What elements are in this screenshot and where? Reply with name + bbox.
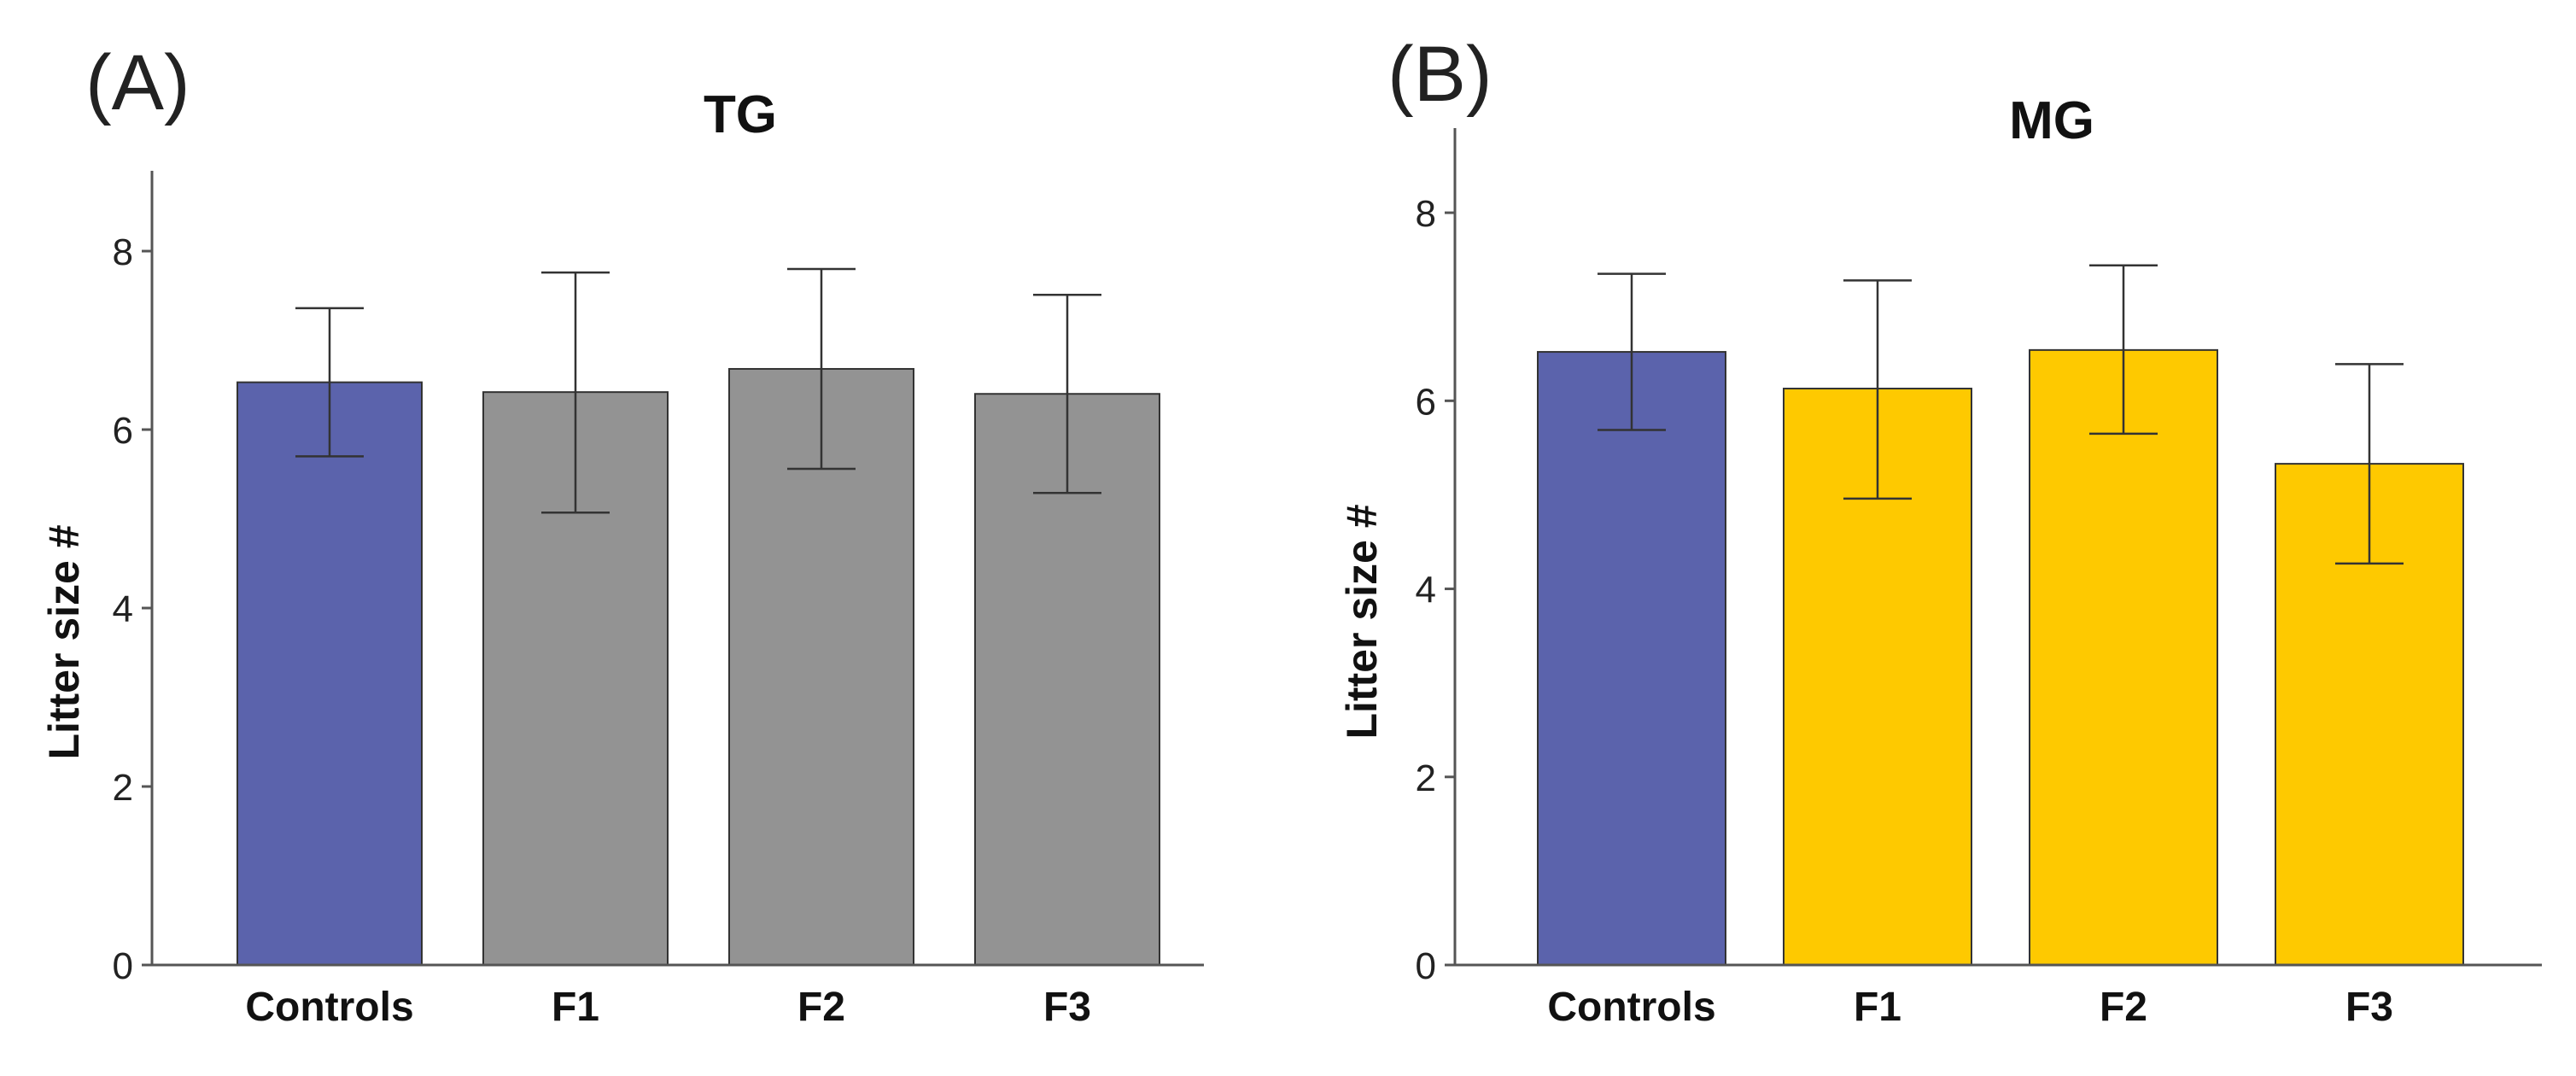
chart-title-a: TG — [704, 85, 777, 144]
bar-b-0 — [1537, 351, 1726, 966]
x-tick-label-a-1: F1 — [552, 985, 599, 1030]
x-tick-label-a-3: F3 — [1043, 985, 1091, 1030]
y-ticks-a: 0 2 4 6 8 — [113, 231, 152, 987]
y-tick-label-a-1: 2 — [113, 767, 133, 809]
x-tick-label-b-0: Controls — [1547, 985, 1715, 1030]
y-tick-label-b-2: 4 — [1416, 570, 1436, 611]
y-tick-label-a-4: 8 — [113, 231, 133, 273]
y-axis-label-b: Litter size # — [1338, 504, 1386, 739]
bar-b-2 — [2029, 348, 2218, 966]
x-tick-label-b-3: F3 — [2345, 985, 2393, 1030]
error-bars-a — [295, 267, 1101, 514]
y-tick-label-b-0: 0 — [1416, 945, 1436, 987]
y-tick-label-a-3: 6 — [113, 410, 133, 452]
bars-a — [237, 367, 1160, 966]
bar-a-0 — [237, 381, 423, 966]
y-tick-label-b-4: 8 — [1416, 193, 1436, 235]
x-tick-label-b-1: F1 — [1854, 985, 1901, 1030]
chart-panel-b: (B) MG Litter size # 0 2 4 6 8 Controls F1 F2 F… — [1338, 31, 2542, 1030]
x-tick-label-a-2: F2 — [797, 985, 845, 1030]
y-tick-label-a-0: 0 — [113, 945, 133, 987]
y-tick-label-b-3: 6 — [1416, 381, 1436, 423]
y-tick-label-a-2: 4 — [113, 588, 133, 630]
panel-label-a: (A) — [85, 39, 190, 126]
x-tick-labels-a: Controls F1 F2 F3 — [245, 985, 1091, 1030]
x-tick-labels-b: Controls F1 F2 F3 — [1547, 985, 2393, 1030]
error-bars-b — [1598, 264, 2404, 565]
y-axis-label-a: Litter size # — [40, 524, 88, 759]
x-tick-label-a-0: Controls — [245, 985, 413, 1030]
y-tick-label-b-1: 2 — [1416, 757, 1436, 799]
x-tick-label-b-2: F2 — [2100, 985, 2147, 1030]
panel-label-b: (B) — [1387, 31, 1492, 118]
y-ticks-b: 0 2 4 6 8 — [1416, 193, 1455, 987]
chart-title-b: MG — [2009, 91, 2094, 150]
bar-a-2 — [728, 367, 914, 966]
bars-b — [1537, 348, 2464, 966]
chart-panel-a: (A) TG Litter size # 0 2 4 6 8 Controls F1 F2 F… — [40, 39, 1204, 1030]
